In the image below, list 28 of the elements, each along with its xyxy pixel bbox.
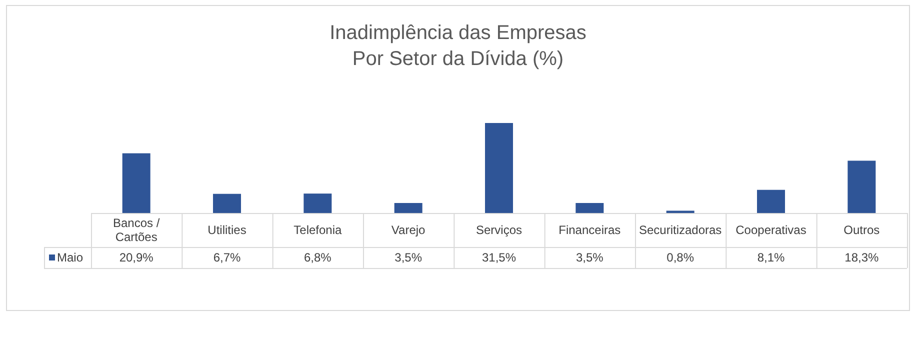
data-label: 8,1% bbox=[757, 250, 785, 264]
data-label: 3,5% bbox=[576, 250, 604, 264]
data-label: 18,3% bbox=[844, 250, 880, 264]
data-label: 31,5% bbox=[482, 250, 516, 264]
data-label: 3,5% bbox=[394, 250, 422, 264]
bar bbox=[576, 203, 604, 213]
bar bbox=[848, 160, 876, 213]
bar bbox=[394, 203, 422, 213]
data-label: 6,7% bbox=[213, 250, 241, 264]
bar bbox=[122, 153, 150, 213]
data-label: 20,9% bbox=[119, 250, 154, 264]
x-tick-label: Utilities bbox=[208, 223, 246, 237]
data-label: 6,8% bbox=[304, 250, 332, 264]
x-tick-label: Bancos / Cartões bbox=[112, 216, 160, 244]
x-tick-label: Telefonia bbox=[294, 223, 342, 237]
x-tick-label: Financeiras bbox=[558, 223, 621, 237]
chart-title: Inadimplência das Empresas Por Setor da Dívida (%) bbox=[330, 22, 586, 70]
bar bbox=[213, 194, 241, 213]
x-tick-label: Cooperativas bbox=[736, 223, 806, 237]
x-tick-label: Outros bbox=[844, 223, 880, 237]
x-tick-label: Varejo bbox=[391, 223, 426, 237]
bar bbox=[485, 123, 513, 213]
x-tick-label: Securitizadoras bbox=[638, 223, 722, 237]
data-label: 0,8% bbox=[666, 250, 694, 264]
bar bbox=[304, 194, 332, 213]
x-tick-label: Serviços bbox=[476, 223, 522, 237]
legend-label: Maio bbox=[57, 250, 84, 264]
bar bbox=[757, 190, 785, 213]
